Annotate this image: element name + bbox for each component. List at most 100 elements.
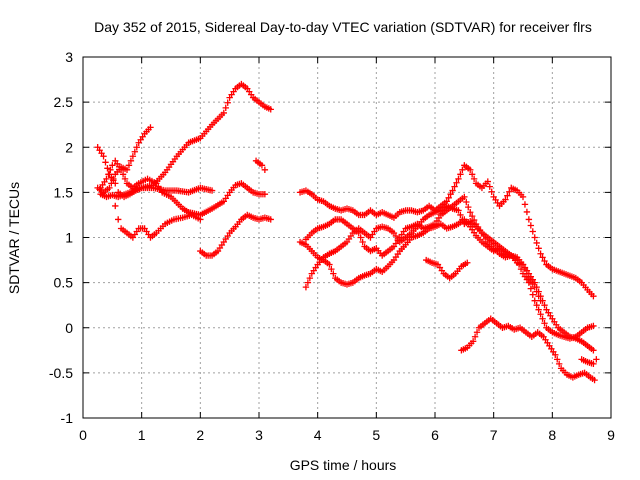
data-point xyxy=(306,274,314,282)
data-point xyxy=(523,270,531,277)
data-point xyxy=(531,283,538,291)
data-point xyxy=(533,288,540,295)
x-tick-label: 4 xyxy=(314,427,322,443)
data-point xyxy=(541,320,548,327)
data-point xyxy=(519,261,527,268)
data-point xyxy=(117,166,125,174)
y-tick-label: -0.5 xyxy=(49,365,73,381)
data-point xyxy=(527,222,535,229)
data-point xyxy=(258,162,266,169)
x-tick-label: 0 xyxy=(79,427,87,443)
y-tick-label: -1 xyxy=(61,410,74,426)
data-point xyxy=(109,162,116,169)
data-point xyxy=(504,192,511,199)
data-point xyxy=(593,356,600,363)
data-point xyxy=(119,171,127,178)
data-point xyxy=(537,297,544,304)
data-point xyxy=(112,180,119,187)
data-point xyxy=(519,193,527,201)
data-point xyxy=(529,228,536,235)
y-tick-label: 1 xyxy=(65,230,73,246)
data-point xyxy=(591,376,598,384)
y-axis-label: SDTVAR / TECUs xyxy=(6,182,22,294)
data-point xyxy=(590,322,597,330)
data-point xyxy=(127,157,135,164)
data-point xyxy=(261,190,269,198)
y-tick-label: 2.5 xyxy=(54,94,74,110)
data-point xyxy=(537,311,544,318)
x-axis-label: GPS time / hours xyxy=(290,457,397,473)
data-point xyxy=(473,329,481,336)
axis-ticks xyxy=(82,56,612,419)
data-point xyxy=(453,179,460,186)
data-point xyxy=(533,301,540,309)
data-point xyxy=(105,171,112,178)
x-tick-labels: 0 1 2 3 4 5 6 7 8 9 xyxy=(79,427,615,443)
data-point xyxy=(220,109,227,117)
data-point xyxy=(451,183,458,190)
data-point xyxy=(590,347,597,354)
chart-title: Day 352 of 2015, Sidereal Day-to-day VTE… xyxy=(94,19,592,35)
data-point xyxy=(535,245,542,252)
data-point xyxy=(129,153,137,160)
data-point xyxy=(357,234,364,241)
data-point xyxy=(261,166,269,174)
y-tick-label: 1.5 xyxy=(54,184,74,200)
data-point xyxy=(527,285,535,292)
y-tick-label: 2 xyxy=(65,139,73,155)
data-point xyxy=(133,144,140,151)
data-point xyxy=(463,198,470,206)
data-point xyxy=(469,338,477,345)
data-point xyxy=(103,175,110,183)
data-point xyxy=(102,159,109,166)
x-tick-label: 6 xyxy=(431,427,439,443)
data-point xyxy=(131,148,139,155)
data-point xyxy=(267,216,274,223)
data-point xyxy=(521,265,529,273)
data-point xyxy=(461,193,468,201)
data-point xyxy=(106,184,113,192)
x-tick-label: 1 xyxy=(138,427,146,443)
data-point xyxy=(459,216,466,223)
y-tick-label: 0 xyxy=(65,320,73,336)
data-point xyxy=(531,234,538,241)
data-point xyxy=(521,201,529,208)
data-point xyxy=(359,238,366,246)
data-point xyxy=(533,239,540,247)
data-point xyxy=(197,216,204,223)
x-tick-label: 8 xyxy=(548,427,556,443)
data-point xyxy=(467,209,474,216)
data-point xyxy=(459,166,466,174)
data-point xyxy=(537,250,544,257)
data-point xyxy=(468,171,476,178)
data-point xyxy=(590,292,597,300)
x-tick-label: 3 xyxy=(255,427,263,443)
data-point xyxy=(484,178,491,185)
data-point xyxy=(222,104,229,112)
data-point xyxy=(464,259,471,266)
data-point xyxy=(502,196,509,203)
data-point xyxy=(147,124,154,131)
data-point xyxy=(554,356,561,363)
data-point xyxy=(541,257,548,265)
data-point xyxy=(539,315,546,322)
x-tick-label: 9 xyxy=(607,427,615,443)
data-point xyxy=(449,187,456,194)
data-point xyxy=(529,291,536,298)
data-point xyxy=(125,162,133,169)
data-point xyxy=(535,292,542,300)
data-point xyxy=(457,211,464,219)
data-point xyxy=(467,166,474,174)
data-point xyxy=(468,212,476,220)
data-points xyxy=(94,80,600,384)
data-point xyxy=(486,183,493,190)
x-tick-label: 7 xyxy=(490,427,498,443)
data-point xyxy=(465,203,472,211)
y-tick-labels: -1 -0.5 0 0.5 1 1.5 2 2.5 3 xyxy=(49,49,73,426)
data-point xyxy=(355,229,362,237)
y-tick-label: 0.5 xyxy=(54,275,74,291)
data-point xyxy=(208,187,216,194)
x-tick-label: 2 xyxy=(196,427,204,443)
data-point xyxy=(123,166,131,174)
